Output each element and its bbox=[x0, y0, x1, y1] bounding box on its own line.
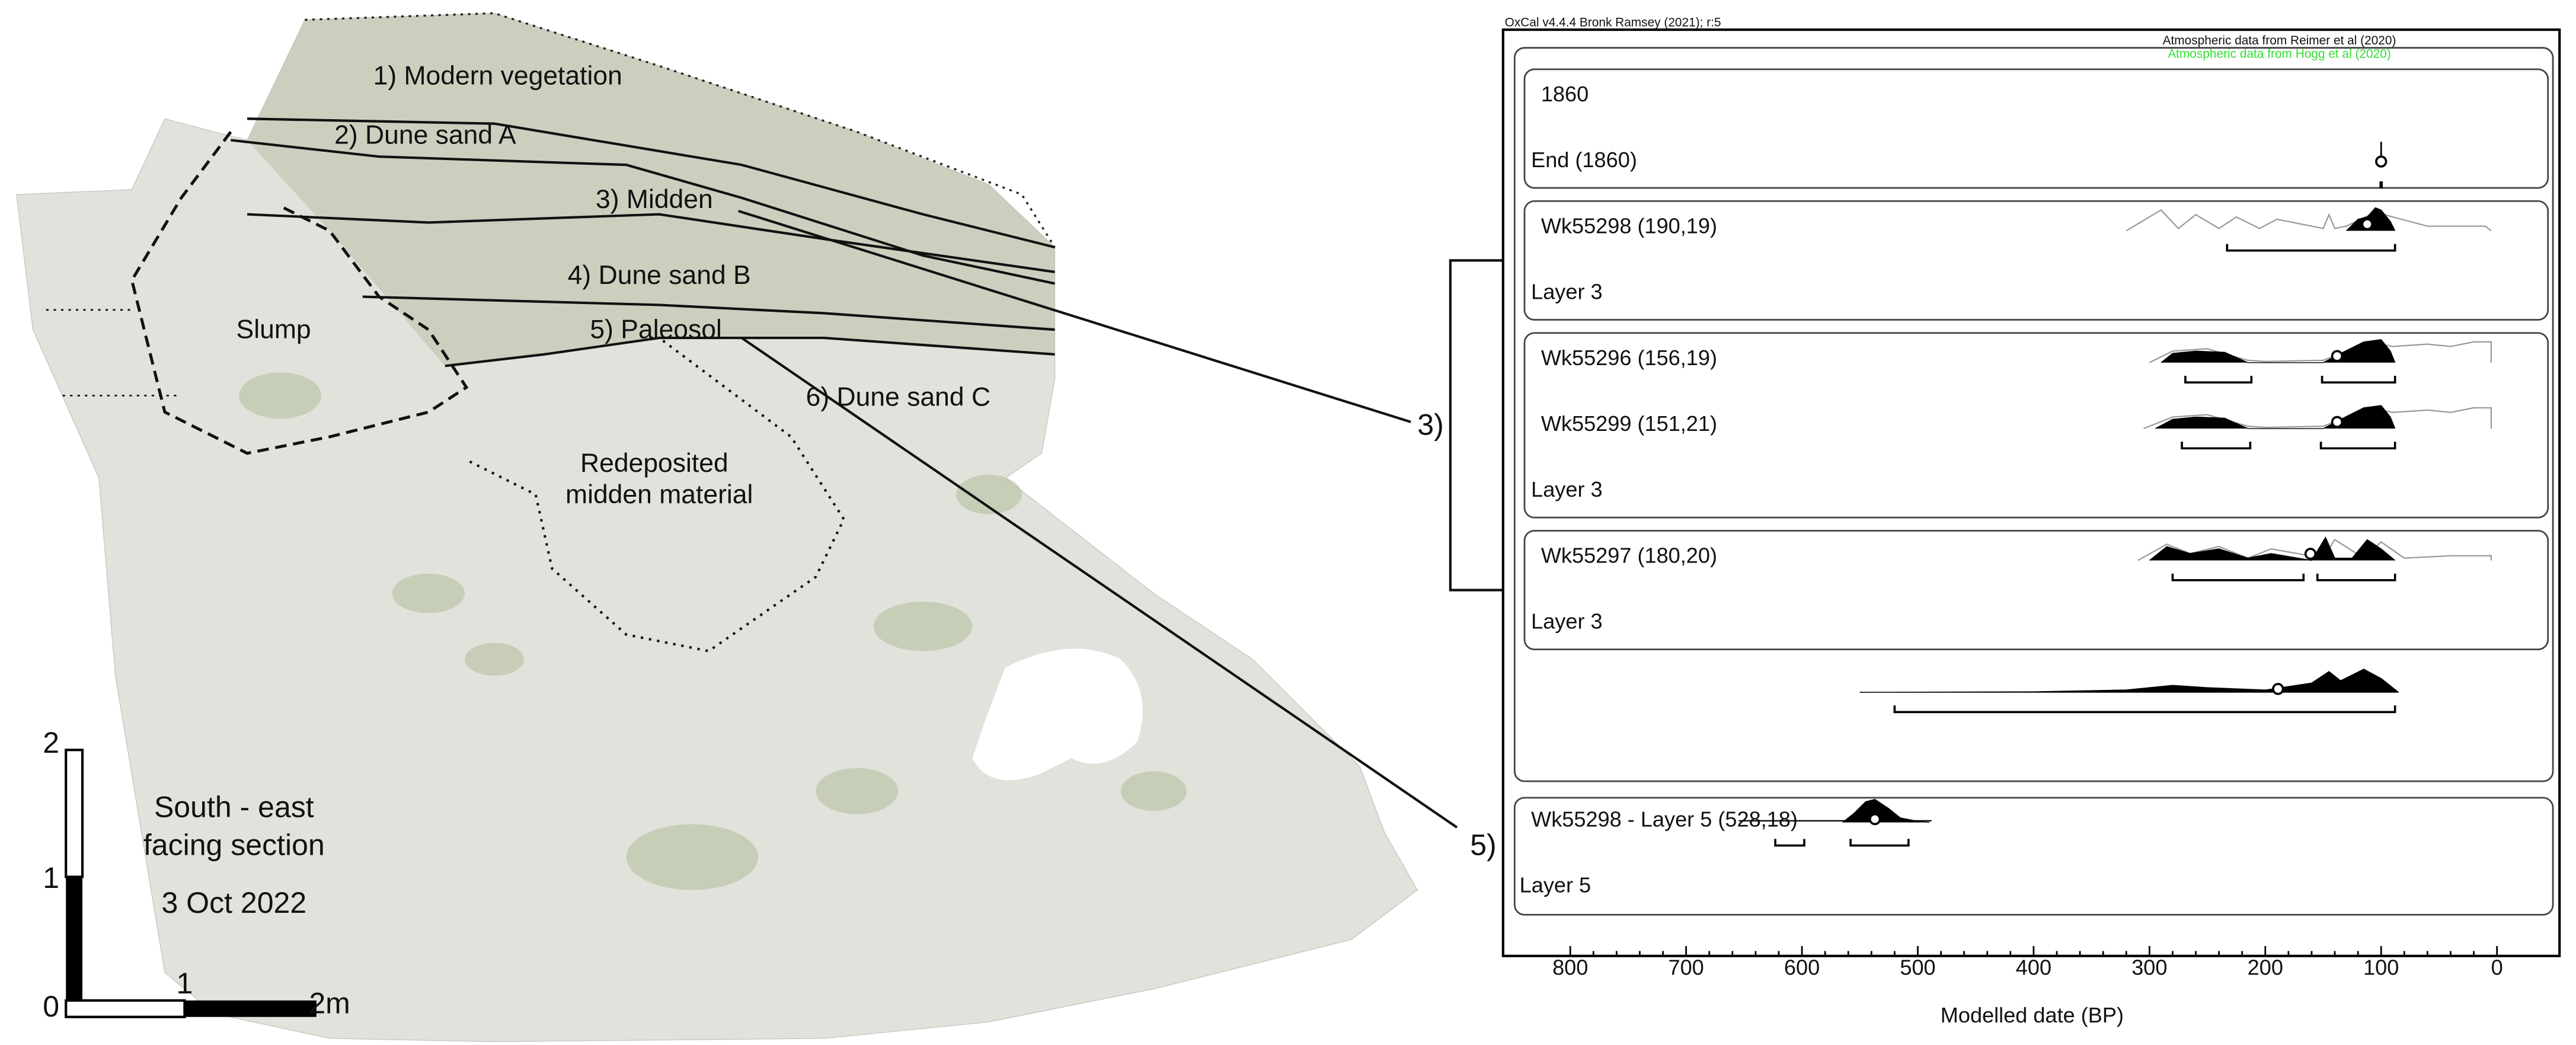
range-bracket bbox=[2321, 376, 2396, 384]
posterior-density bbox=[2149, 536, 2396, 561]
callout-label: 5) bbox=[1470, 828, 1497, 861]
x-tick-label: 700 bbox=[1669, 955, 1704, 980]
callout-lines bbox=[738, 209, 1503, 829]
entry-label: Wk55299 (151,21) bbox=[1541, 411, 1717, 436]
range-bracket bbox=[2184, 376, 2253, 384]
median-marker bbox=[1869, 813, 1881, 826]
grass-patches bbox=[239, 372, 1187, 890]
slump-outline bbox=[130, 131, 469, 455]
posterior-density bbox=[2160, 339, 2396, 363]
median-marker bbox=[2361, 218, 2373, 231]
layer-label: Redeposited bbox=[580, 449, 728, 478]
group-footer: Layer 3 bbox=[1531, 609, 1603, 634]
header: OxCal v4.4.4 Bronk Ramsey (2021); r:5 bbox=[1505, 15, 1721, 29]
posterior-density bbox=[1842, 798, 1930, 823]
median-marker bbox=[2272, 683, 2284, 695]
caption: facing section bbox=[143, 828, 325, 861]
entry-label: Wk55297 (180,20) bbox=[1541, 543, 1717, 567]
x-tick-label: 300 bbox=[2131, 955, 2167, 980]
entry-box bbox=[1523, 530, 2549, 650]
photo: 1) Modern vegetation 2) Dune sand A 3) M… bbox=[16, 12, 1418, 1043]
entry-label: Wk55296 (156,19) bbox=[1541, 346, 1717, 370]
plot-frame bbox=[1501, 28, 2561, 957]
outlier-label: Wk55298 - Layer 5 (528,18) bbox=[1531, 807, 1798, 831]
boundary-title: 1860 bbox=[1541, 82, 1589, 106]
group-box bbox=[1513, 47, 2554, 782]
scale-label: 2m bbox=[309, 986, 350, 1020]
x-tick-label: 0 bbox=[2491, 955, 2503, 980]
scale-label: 1 bbox=[43, 861, 59, 894]
median-marker bbox=[2331, 350, 2344, 362]
range-bracket bbox=[2319, 442, 2396, 450]
x-tick-label: 400 bbox=[2016, 955, 2051, 980]
boundary-label: End (1860) bbox=[1531, 148, 1637, 172]
x-tick-label: 500 bbox=[1900, 955, 1935, 980]
atmos-note: Atmospheric data from Hogg et al (2020) bbox=[2168, 47, 2391, 60]
vegetation-zone bbox=[247, 13, 1055, 366]
x-tick-label: 800 bbox=[1552, 955, 1588, 980]
entry-box bbox=[1523, 200, 2549, 321]
median-marker bbox=[2331, 416, 2344, 429]
range-bracket bbox=[1849, 839, 1910, 847]
posterior-density bbox=[2155, 405, 2396, 429]
range-bracket bbox=[1774, 839, 1805, 847]
range-bracket bbox=[2226, 244, 2396, 252]
layer-label: 2) Dune sand A bbox=[334, 121, 516, 150]
layer-boundaries bbox=[231, 117, 1056, 367]
posterior-density bbox=[1859, 669, 2399, 693]
x-tick-label: 100 bbox=[2363, 955, 2399, 980]
layer-label: Slump bbox=[236, 315, 311, 344]
scale-bar: 2 1 0 1 2m bbox=[43, 726, 350, 1023]
group-footer: Layer 3 bbox=[1531, 280, 1603, 304]
caption: South - east bbox=[154, 791, 314, 824]
layer-label: midden material bbox=[565, 480, 753, 509]
group-footer: Layer 3 bbox=[1531, 477, 1603, 501]
median-marker bbox=[2304, 548, 2317, 560]
entry-box bbox=[1523, 68, 2549, 189]
likelihood-density bbox=[2126, 209, 2492, 232]
surface-line bbox=[305, 12, 1056, 248]
layer-label: 4) Dune sand B bbox=[568, 261, 751, 290]
entry-label: Wk55298 (190,19) bbox=[1541, 213, 1717, 238]
range-bracket bbox=[1893, 705, 2396, 714]
hole bbox=[972, 648, 1143, 781]
range-bracket bbox=[2171, 573, 2305, 581]
range-bracket bbox=[2316, 573, 2396, 581]
layer-label: 1) Modern vegetation bbox=[373, 62, 622, 91]
scale-label: 0 bbox=[43, 990, 59, 1023]
callout-label: 3) bbox=[1417, 408, 1444, 441]
layer-label: 3) Midden bbox=[596, 185, 713, 214]
x-tick-label: 600 bbox=[1784, 955, 1820, 980]
x-axis-label: Modelled date (BP) bbox=[1941, 1003, 2124, 1027]
layer-label: 6) Dune sand C bbox=[806, 383, 990, 412]
redeposited-outline bbox=[469, 337, 846, 653]
range-bracket bbox=[2181, 442, 2252, 450]
scale-label: 1 bbox=[177, 967, 193, 1000]
entry-box bbox=[1523, 332, 2549, 519]
x-tick-label: 200 bbox=[2248, 955, 2283, 980]
group-box bbox=[1513, 797, 2554, 916]
scale-label: 2 bbox=[43, 726, 59, 759]
layer-label: 5) Paleosol bbox=[590, 315, 721, 344]
atmos-note: Atmospheric data from Reimer et al (2020… bbox=[2163, 34, 2396, 47]
posterior-density bbox=[2346, 207, 2396, 231]
group-footer: Layer 5 bbox=[1520, 873, 1591, 897]
caption: 3 Oct 2022 bbox=[161, 886, 306, 919]
median-marker bbox=[2375, 155, 2388, 168]
